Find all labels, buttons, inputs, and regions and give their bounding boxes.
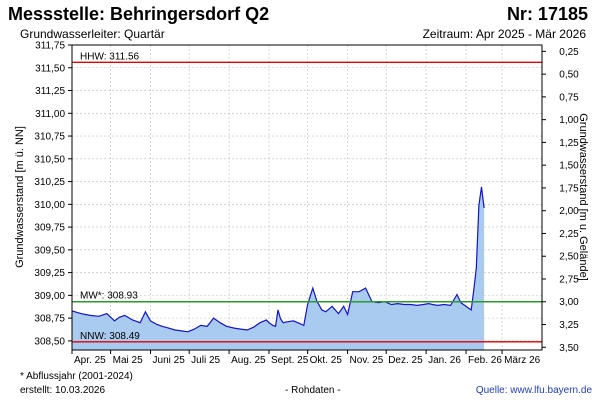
y2-tick-label: 0,25: [559, 47, 579, 58]
y2-tick-label: 2,25: [559, 229, 579, 240]
y2-tick-label: 2,75: [559, 274, 579, 285]
created-date: erstellt: 10.03.2026: [20, 385, 106, 396]
y2-tick-label: 1,75: [559, 183, 579, 194]
y-tick-label: 308,75: [34, 314, 65, 325]
y-tick-label: 311,50: [35, 63, 65, 74]
y-tick-label: 311,25: [35, 86, 65, 97]
x-tick-label: Juli 25: [191, 355, 220, 366]
ref-label-hhw: HHW: 311.56: [80, 51, 140, 62]
y-tick-label: 309,25: [34, 268, 65, 279]
raw-data-note: - Rohdaten -: [285, 385, 341, 396]
y-axis-label-right: Grundwasserstand [m u. Gelände]: [577, 113, 589, 281]
y-tick-label: 310,25: [34, 177, 65, 188]
station-number: Nr: 17185: [506, 4, 588, 24]
y2-tick-label: 2,50: [559, 252, 579, 263]
x-axis: Apr. 25 Mai 25 Juni 25 Juli 25 Aug. 25 Sept. …: [71, 350, 541, 366]
y-tick-label: 311,00: [35, 109, 65, 120]
source-link[interactable]: Quelle: www.lfu.bayern.de: [475, 385, 592, 396]
y2-tick-label: 3,50: [559, 343, 579, 354]
y-tick-label: 310,00: [34, 200, 65, 211]
groundwater-line: [71, 186, 485, 333]
ref-label-mw: MW*: 308.93: [80, 291, 138, 302]
y-axis-label: Grundwasserstand [m ü. NN]: [14, 126, 26, 268]
x-tick-label: Aug. 25: [231, 355, 266, 366]
footnote: * Abflussjahr (2001-2024): [20, 371, 133, 382]
y-tick-label: 309,50: [34, 245, 65, 256]
chart-title: Messstelle: Behringersdorf Q2: [8, 4, 270, 24]
y-tick-label: 310,50: [34, 154, 65, 165]
y-axis-left: 308,50 308,75 309,00 309,25 309,50 309,75 310,…: [34, 41, 72, 347]
y-tick-label: 308,50: [34, 336, 65, 347]
aquifer-label: Grundwasserleiter: Quartär: [20, 27, 165, 41]
x-tick-label: Mai 25: [113, 355, 143, 366]
y2-tick-label: 3,00: [559, 297, 579, 308]
y2-tick-label: 1,25: [559, 138, 579, 149]
grid-lines: [72, 44, 542, 350]
y-tick-label: 310,75: [34, 132, 65, 143]
y2-tick-label: 0,50: [559, 70, 579, 81]
groundwater-area: [72, 187, 485, 350]
x-tick-label: Nov. 25: [350, 355, 384, 366]
x-tick-label: Sept. 25: [271, 355, 309, 366]
y-tick-label: 311,75: [35, 41, 65, 52]
reference-lines: HHW: 311.56 MW*: 308.93 NNW: 308.49: [72, 51, 542, 343]
x-tick-label: Dez. 25: [388, 355, 423, 366]
x-tick-label: Okt. 25: [310, 355, 343, 366]
x-tick-label: Juni 25: [153, 355, 186, 366]
y2-tick-label: 2,00: [559, 206, 579, 217]
x-tick-label: März 26: [504, 355, 541, 366]
y-tick-label: 309,75: [34, 223, 65, 234]
y2-tick-label: 1,50: [559, 161, 579, 172]
y-tick-label: 309,00: [34, 291, 65, 302]
y2-tick-label: 1,00: [559, 115, 579, 126]
ref-label-nnw: NNW: 308.49: [80, 331, 140, 342]
y-axis-right: 0,25 0,50 0,75 1,00 1,25 1,50 1,75 2,00 2,25 2,50…: [542, 47, 579, 354]
period-label: Zeitraum: Apr 2025 - Mär 2026: [422, 27, 586, 41]
y2-tick-label: 0,75: [559, 92, 579, 103]
x-tick-label: Feb. 26: [468, 355, 502, 366]
x-tick-label: Apr. 25: [74, 355, 106, 366]
x-tick-label: Jan. 26: [428, 355, 461, 366]
plot-frame: [71, 44, 543, 351]
y2-tick-label: 3,25: [559, 320, 579, 331]
